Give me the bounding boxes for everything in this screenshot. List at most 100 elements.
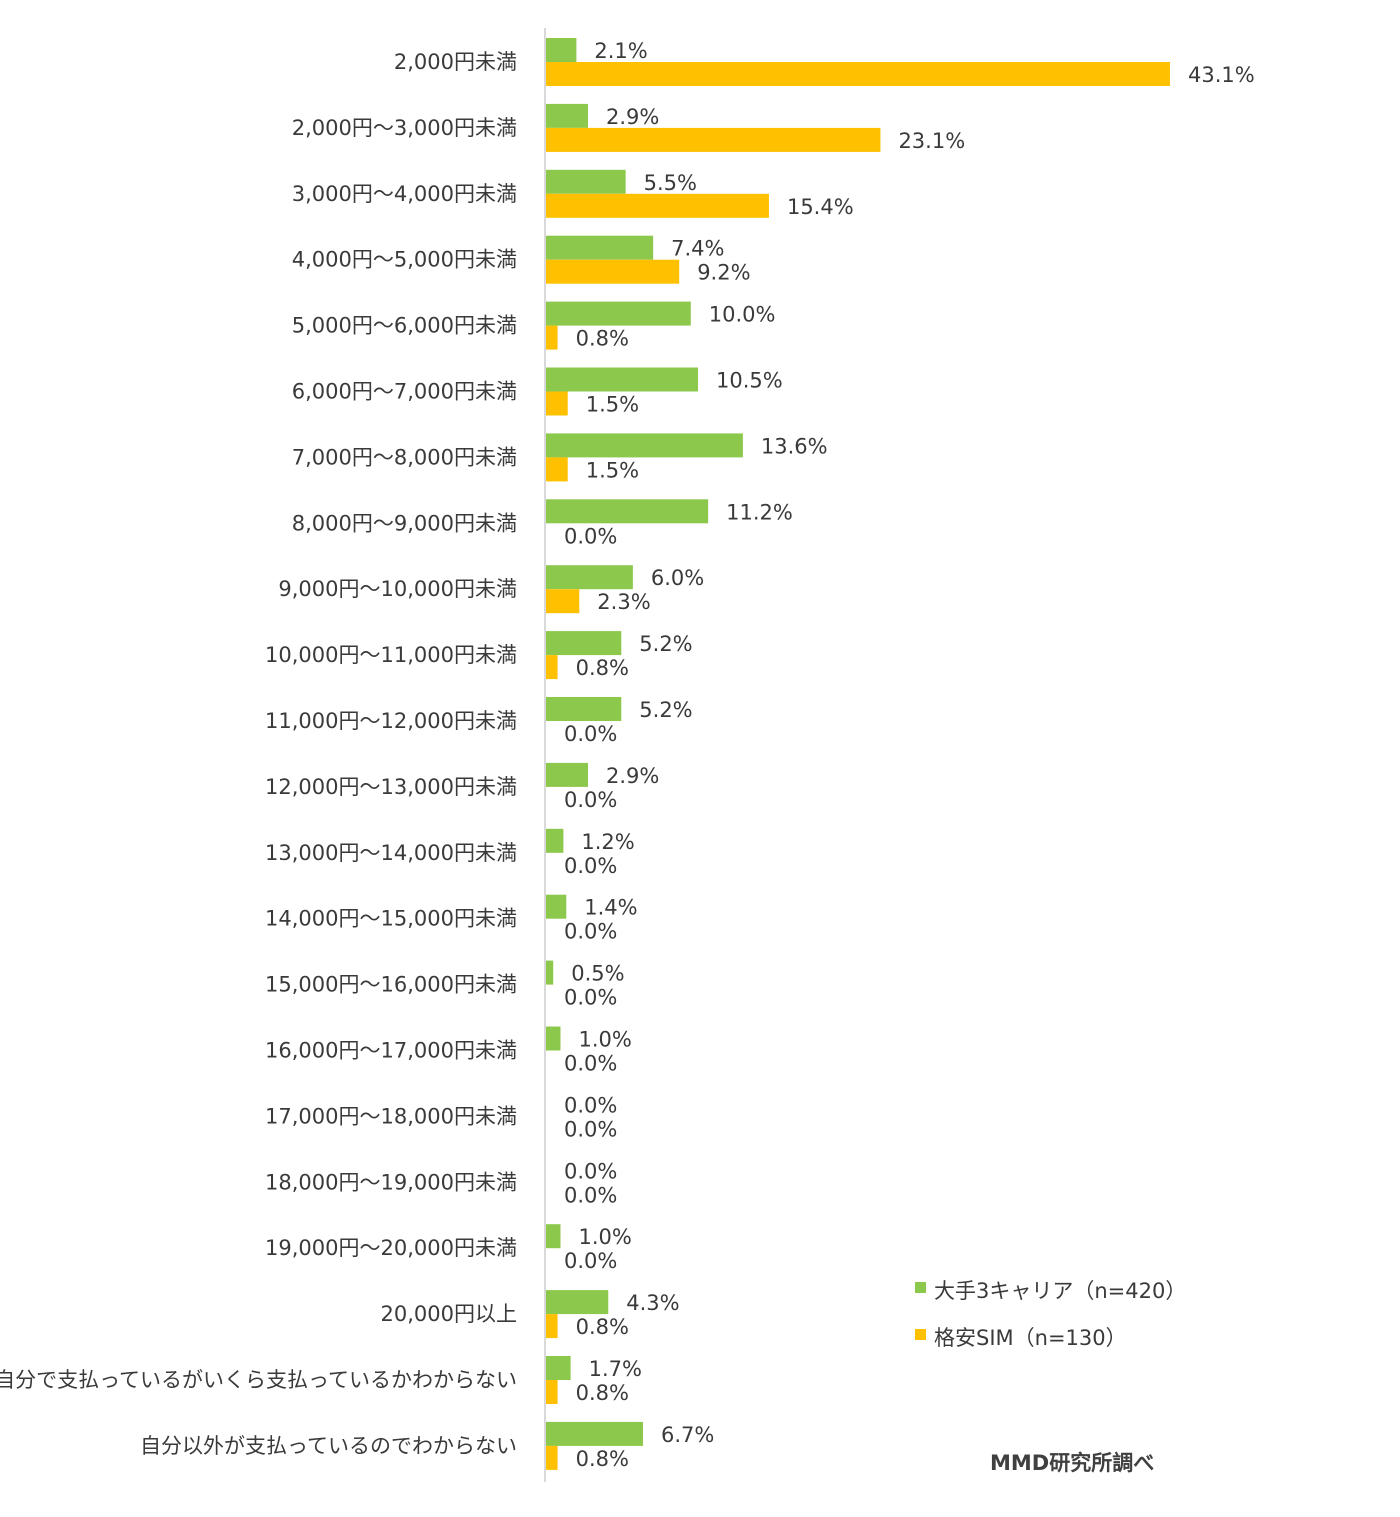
bar-series-2 [546, 1314, 558, 1339]
bar-series-1 [546, 433, 743, 458]
bar-series-1 [546, 960, 554, 985]
bar-series-2 [546, 62, 1170, 86]
legend-swatch-series-1 [915, 1282, 926, 1293]
bar-series-1 [546, 762, 588, 787]
value-label-series-1: 0.0% [564, 1159, 617, 1183]
bar-series-2 [546, 1445, 558, 1470]
bar-series-1 [546, 1026, 561, 1051]
bar-series-1 [546, 499, 709, 524]
category-label: 9,000円～10,000円未満 [278, 577, 517, 601]
bar-series-1 [546, 565, 633, 590]
category-label: 11,000円～12,000円未満 [265, 709, 517, 733]
value-label-series-2: 0.8% [576, 1381, 629, 1405]
bar-series-2 [546, 127, 881, 152]
value-label-series-2: 0.0% [564, 788, 617, 812]
bar-series-1 [546, 169, 626, 194]
value-label-series-1: 2.1% [594, 39, 647, 63]
bar-series-2 [546, 457, 568, 482]
category-labels: 2,000円未満 2,000円～3,000円未満 3,000円～4,000円未満 4,… [0, 50, 517, 1458]
category-label: 5,000円～6,000円未満 [292, 314, 517, 338]
category-label: 6,000円～7,000円未満 [292, 380, 517, 404]
value-label-series-1: 1.4% [584, 896, 637, 920]
value-label-series-2: 0.0% [564, 986, 617, 1010]
bar-series-1 [546, 828, 564, 853]
value-label-series-1: 11.2% [726, 500, 793, 524]
value-label-series-2: 43.1% [1188, 63, 1255, 87]
value-label-series-1: 10.0% [709, 303, 776, 327]
value-label-series-2: 1.5% [586, 393, 639, 417]
category-label: 14,000円～15,000円未満 [265, 907, 517, 931]
bar-series-1 [546, 894, 567, 919]
bar-series-2 [546, 655, 558, 680]
value-label-series-2: 0.0% [564, 1117, 617, 1141]
bar-series-1 [546, 301, 691, 326]
category-label: 15,000円～16,000円未満 [265, 973, 517, 997]
value-label-series-2: 1.5% [586, 458, 639, 482]
value-label-series-2: 0.8% [576, 327, 629, 351]
category-label: 10,000円～11,000円未満 [265, 643, 517, 667]
value-label-series-2: 23.1% [898, 129, 965, 153]
value-label-series-2: 15.4% [787, 195, 854, 219]
value-label-series-1: 2.9% [606, 105, 659, 129]
value-label-series-2: 0.0% [564, 854, 617, 878]
value-labels: 2.1% 43.1% 2.9% 23.1% 5.5% 15.4% 7.4%9.2% 10.0%… [564, 39, 1255, 1471]
bar-series-1 [546, 38, 577, 62]
value-label-series-1: 0.0% [564, 1093, 617, 1117]
category-label: 4,000円～5,000円未満 [292, 248, 517, 272]
value-label-series-2: 0.0% [564, 920, 617, 944]
value-label-series-2: 0.0% [564, 1052, 617, 1076]
bar-series-2 [546, 325, 558, 350]
value-label-series-1: 5.2% [639, 698, 692, 722]
bar-series-1 [546, 1224, 561, 1249]
value-label-series-2: 0.8% [576, 1315, 629, 1339]
bar-series-1 [546, 631, 622, 656]
bars [546, 38, 1170, 1470]
legend-entry-series-2: 格安SIM（n=130） [934, 1326, 1127, 1350]
category-label: 自分で支払っているがいくら支払っているかわからない [0, 1368, 517, 1392]
bar-series-2 [546, 1380, 558, 1404]
bar-series-2 [546, 259, 680, 284]
value-label-series-1: 6.0% [651, 566, 704, 590]
category-label: 3,000円～4,000円未満 [292, 182, 517, 206]
value-label-series-2: 9.2% [697, 261, 750, 285]
bar-series-1 [546, 1421, 644, 1446]
value-label-series-1: 1.0% [578, 1225, 631, 1249]
value-label-series-1: 5.5% [644, 171, 697, 195]
value-label-series-2: 2.3% [597, 590, 650, 614]
value-label-series-1: 1.7% [589, 1357, 642, 1381]
category-label: 19,000円～20,000円未満 [265, 1236, 517, 1260]
legend-swatch-series-2 [915, 1329, 926, 1340]
bar-series-1 [546, 235, 654, 260]
value-label-series-1: 1.2% [581, 830, 634, 854]
value-label-series-2: 0.0% [564, 524, 617, 548]
bar-series-1 [546, 697, 622, 721]
value-label-series-1: 6.7% [661, 1423, 714, 1447]
value-label-series-1: 13.6% [761, 434, 828, 458]
bar-series-1 [546, 1290, 609, 1315]
value-label-series-2: 0.8% [576, 656, 629, 680]
value-label-series-1: 5.2% [639, 632, 692, 656]
legend-entry-series-1: 大手3キャリア（n=420） [934, 1279, 1186, 1303]
category-label: 2,000円～3,000円未満 [292, 116, 517, 140]
category-label: 7,000円～8,000円未満 [292, 445, 517, 469]
value-label-series-1: 7.4% [671, 237, 724, 261]
category-label: 2,000円未満 [394, 50, 517, 74]
source-note: MMD研究所調べ [990, 1451, 1154, 1475]
category-label: 8,000円～9,000円未満 [292, 511, 517, 535]
value-label-series-1: 2.9% [606, 764, 659, 788]
value-label-series-2: 0.8% [576, 1447, 629, 1471]
value-label-series-2: 0.0% [564, 722, 617, 746]
category-label: 自分以外が支払っているのでわからない [140, 1434, 517, 1458]
legend: 大手3キャリア（n=420） 格安SIM（n=130） [915, 1279, 1186, 1350]
value-label-series-2: 0.0% [564, 1249, 617, 1273]
value-label-series-1: 10.5% [716, 369, 783, 393]
bar-series-1 [546, 1356, 571, 1380]
bar-series-2 [546, 391, 568, 416]
value-label-series-2: 0.0% [564, 1183, 617, 1207]
category-label: 13,000円～14,000円未満 [265, 841, 517, 865]
bar-series-1 [546, 103, 588, 128]
category-label: 17,000円～18,000円未満 [265, 1104, 517, 1128]
bar-series-1 [546, 367, 699, 392]
